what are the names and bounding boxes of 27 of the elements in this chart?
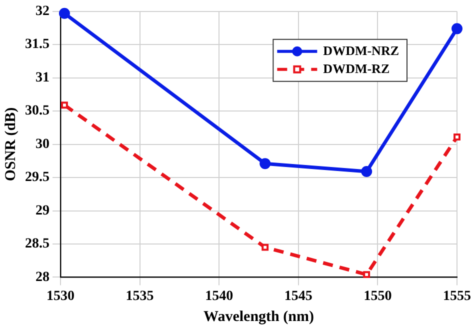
y-tick-label: 28 [36, 270, 50, 285]
y-tick-label: 30 [36, 136, 50, 152]
point [454, 134, 460, 140]
x-tick-label: 1545 [284, 289, 312, 304]
y-axis-title: OSNR (dB) [2, 107, 19, 182]
x-axis-title: Wavelength (nm) [204, 308, 314, 325]
point [361, 166, 372, 178]
point [363, 271, 370, 278]
legend-label: DWDM-RZ [323, 60, 390, 76]
y-tick-label: 32 [36, 4, 50, 20]
x-tick-label: 1530 [46, 289, 74, 304]
point [260, 158, 271, 170]
point [262, 244, 269, 251]
y-tick-label: 28.5 [25, 236, 50, 252]
x-tick-label: 1555 [443, 289, 471, 304]
legend-label: DWDM-NRZ [323, 42, 400, 58]
y-tick-label: 31.5 [25, 37, 50, 52]
point [58, 8, 70, 19]
x-tick-label: 1540 [205, 289, 234, 304]
y-tick-label: 29 [36, 203, 50, 218]
point [452, 23, 462, 34]
x-tick-label: 1535 [126, 289, 154, 304]
point [60, 102, 68, 109]
x-tick-label: 1550 [364, 289, 392, 304]
y-tick-label: 30.5 [25, 104, 50, 119]
y-tick-label: 31 [36, 70, 50, 86]
y-tick-label: 29.5 [25, 170, 50, 186]
